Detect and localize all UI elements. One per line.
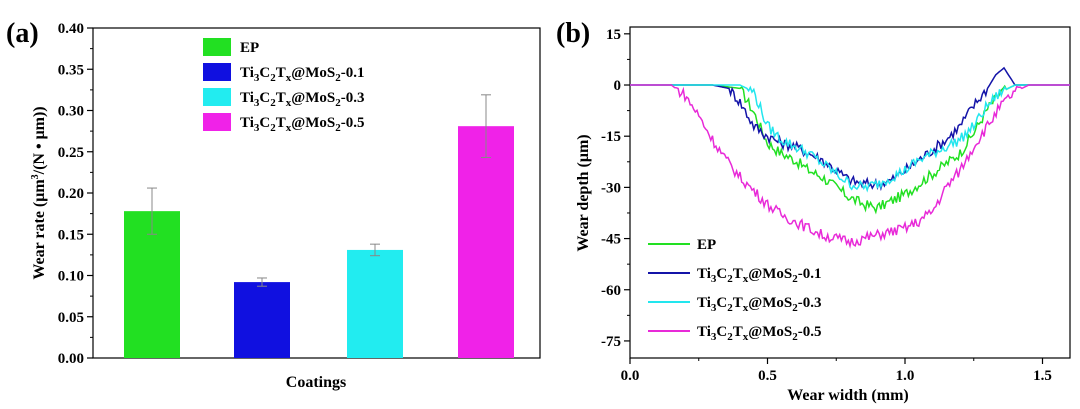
panel-b-series-line [630,84,1070,193]
panel-b-y-ticks: 15 0 -15 -30 -45 -60 -75 [601,27,630,350]
panel-a-bar [234,282,290,358]
panel-a-legend-label: Ti3C2Tx@MoS2-0.1 [240,65,364,84]
panel-a-legend-swatch [203,63,231,81]
panel-a-legend: EP Ti3C2Tx@MoS2-0.1 Ti3C2Tx@MoS2-0.3 Ti3C2T… [203,38,364,134]
panel-b-wear-depth-line-chart: (b) 0.0 0.5 1.0 1.5 15 0 -15 -30 -45 -60 -75 EP Ti… [556,18,1071,404]
panel-b-y-tick-label: -75 [601,334,621,350]
panel-a-y-tick-label: 0.05 [58,310,84,326]
panel-a-y-ticks: 0.00 0.05 0.10 0.15 0.20 0.25 0.30 0.35 0.40 [58,21,93,367]
panel-b-lines [630,66,1070,249]
panel-b-x-tick-label: 0.0 [621,368,640,384]
panel-a-bars [124,94,514,358]
panel-b-x-axis-label: Wear width (mm) [787,387,908,404]
panel-a-bar [124,211,180,358]
panel-a-legend-label: EP [240,40,259,56]
panel-b-legend-label: Ti3C2Tx@MoS2-0.5 [697,324,821,343]
panel-a-y-tick-label: 0.20 [58,186,84,202]
panel-a-y-tick-label: 0.30 [58,104,84,120]
panel-b-plot-frame [629,26,1071,359]
panel-a-y-tick-label: 0.35 [58,62,84,78]
panel-b-x-ticks: 0.0 0.5 1.0 1.5 [621,358,1052,384]
panel-a-y-tick-label: 0.25 [58,145,84,161]
panel-b-y-tick-label: -45 [601,232,621,248]
panel-a-x-axis-label: Coatings [286,374,346,391]
panel-b-y-tick-label: 0 [614,78,622,94]
panel-a-bar [458,126,514,358]
panel-a-y-tick-label: 0.15 [58,227,84,243]
panel-b-legend-label: EP [697,237,716,253]
panel-b-series-line [630,84,1070,215]
panel-b-label: (b) [556,18,590,49]
panel-b-legend-label: Ti3C2Tx@MoS2-0.3 [697,295,821,314]
panel-a-bar [347,249,403,358]
panel-b-y-tick-label: -60 [601,283,621,299]
panel-b-x-tick-label: 1.5 [1033,368,1052,384]
panel-b-x-tick-label: 1.0 [896,368,915,384]
panel-a-y-tick-label: 0.00 [58,351,84,367]
panel-a-label: (a) [6,18,39,49]
panel-a-y-axis-label: Wear rate (μm3/(N • μm)) [30,106,48,279]
panel-a-y-tick-label: 0.10 [58,269,84,285]
panel-b-y-tick-label: -30 [601,180,621,196]
panel-a-y-tick-label: 0.40 [58,21,84,37]
panel-a-legend-swatch [203,38,231,56]
panel-b-series-line [630,84,1070,249]
panel-a-wear-rate-bar-chart: (a) 0.00 0.05 0.10 0.15 0.20 0.25 0.30 0.35 0.40… [6,18,541,391]
panel-a-legend-swatch [203,88,231,106]
panel-b-y-tick-label: -15 [601,129,621,145]
panel-a-legend-label: Ti3C2Tx@MoS2-0.5 [240,115,364,134]
panel-b-x-tick-label: 0.5 [758,368,777,384]
panel-a-legend-swatch [203,113,231,131]
panel-b-y-tick-label: 15 [606,27,621,43]
panel-a-legend-label: Ti3C2Tx@MoS2-0.3 [240,90,364,109]
panel-b-y-axis-label: Wear depth (μm) [575,134,592,251]
panel-b-legend-label: Ti3C2Tx@MoS2-0.1 [697,266,821,285]
panel-b-legend: EP Ti3C2Tx@MoS2-0.1 Ti3C2Tx@MoS2-0.3 Ti3C2T… [648,237,821,343]
